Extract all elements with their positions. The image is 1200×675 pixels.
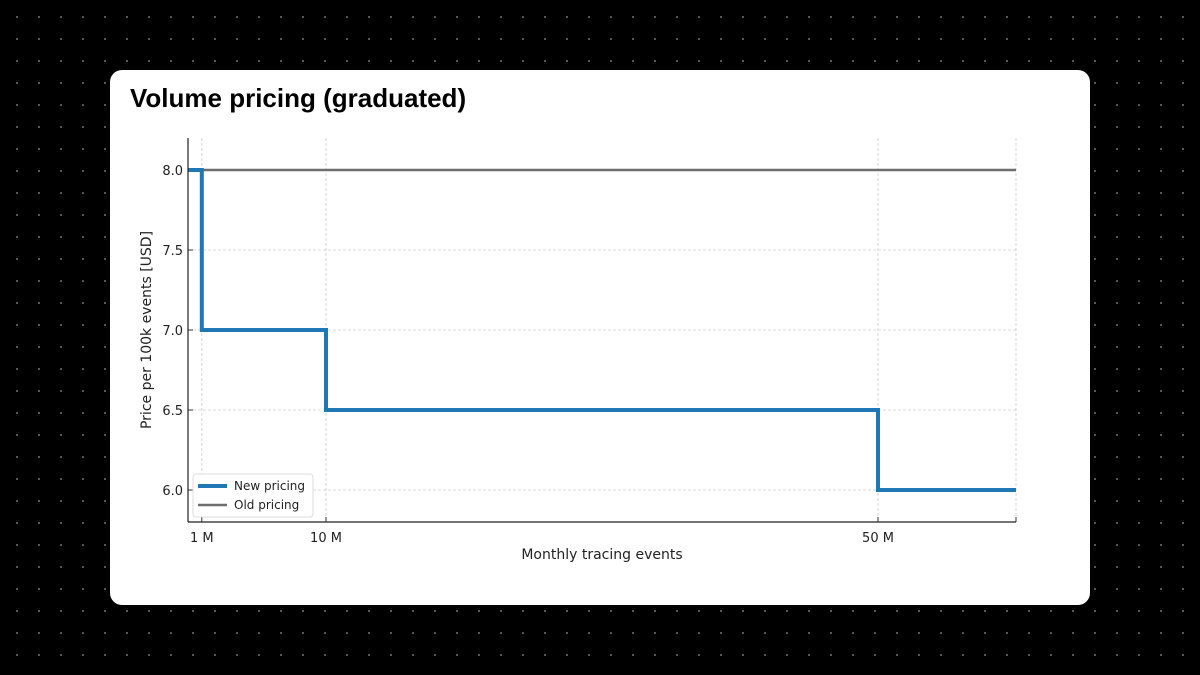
legend-label: Old pricing [234, 498, 299, 512]
chart-title: Volume pricing (graduated) [130, 83, 467, 113]
x-tick-label: 50 M [862, 531, 894, 546]
y-axis-label: Price per 100k events [USD] [139, 231, 155, 429]
y-tick-label: 7.5 [162, 244, 183, 259]
y-tick-label: 7.0 [162, 324, 183, 339]
series-line-new-pricing [188, 168, 1016, 492]
x-tick-label: 1 M [190, 531, 214, 546]
x-tick-label: 10 M [310, 531, 342, 546]
y-tick-label: 6.5 [162, 404, 183, 419]
x-axis-label: Monthly tracing events [521, 547, 682, 563]
y-tick-label: 6.0 [162, 484, 183, 499]
legend-label: New pricing [234, 479, 305, 493]
y-tick-label: 8.0 [162, 164, 183, 179]
